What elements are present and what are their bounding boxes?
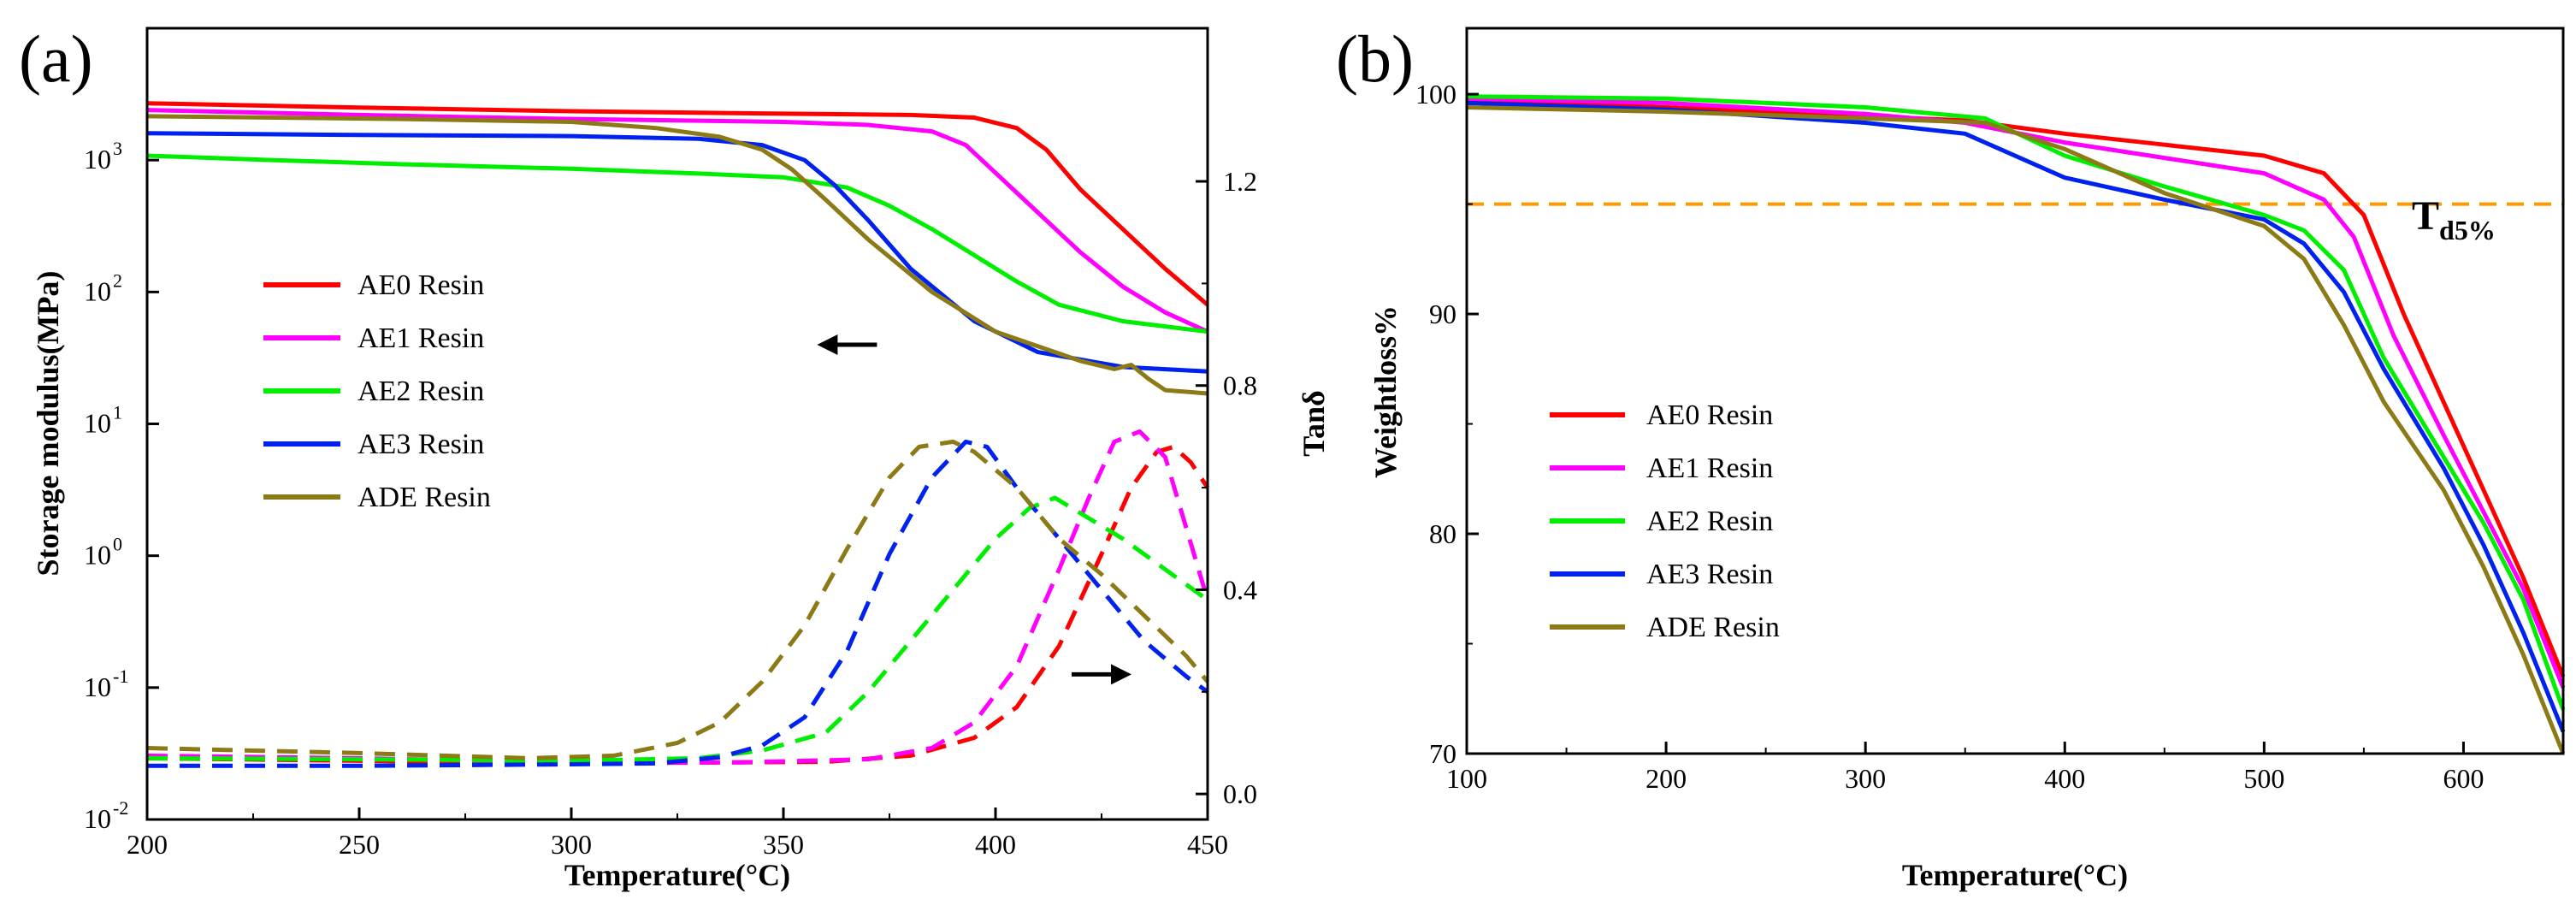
legend-label-ae0: AE0 Resin bbox=[357, 269, 484, 301]
x-tick-label: 400 bbox=[975, 829, 1016, 860]
legend-label-ae3: AE3 Resin bbox=[357, 429, 484, 460]
series-ae0-modulus-line bbox=[146, 101, 1209, 307]
legend-label-ae1: AE1 Resin bbox=[1646, 453, 1773, 484]
panel-a-label: (a) bbox=[19, 21, 93, 96]
panel-b-frame bbox=[1465, 27, 2565, 755]
y-right-tick-label: 0.8 bbox=[1223, 370, 1257, 401]
legend-label-ae0: AE0 Resin bbox=[1646, 399, 1773, 431]
y-left-tick-label: 10 bbox=[84, 144, 111, 175]
panel-a-lines bbox=[146, 101, 1210, 768]
panel-a-ylabel-right: Tanδ bbox=[1297, 390, 1331, 456]
y-right-tick-label: 1.2 bbox=[1223, 166, 1257, 197]
y-right-tick-label: 0.4 bbox=[1223, 574, 1257, 605]
x-tick-label: 600 bbox=[2443, 763, 2484, 794]
arrow-right-head bbox=[1111, 664, 1131, 685]
legend-label-ae1: AE1 Resin bbox=[357, 322, 484, 354]
panel-b: (b) 100 200 300 400 500 600 70 80 90 100 Td5% Tem… bbox=[1336, 21, 2566, 892]
x-tick-label: 500 bbox=[2243, 763, 2284, 794]
legend-label-ade: ADE Resin bbox=[357, 482, 491, 513]
x-tick-label: 100 bbox=[1446, 763, 1487, 794]
panel-a-xlabel: Temperature(°C) bbox=[564, 858, 790, 892]
x-tick-label: 250 bbox=[339, 829, 380, 860]
y-left-tick-exponent: -1 bbox=[113, 666, 128, 687]
y-left-tick-exponent: 0 bbox=[113, 534, 122, 555]
series-ae3-tga-line bbox=[1466, 100, 2566, 733]
panel-a-arrows bbox=[817, 334, 1131, 685]
y-left-tick-label: 10 bbox=[84, 803, 111, 834]
x-tick-label: 450 bbox=[1187, 829, 1228, 860]
series-ae1-tand-line bbox=[146, 429, 1210, 765]
series-ade-modulus-line bbox=[146, 114, 1208, 396]
y-tick-label: 70 bbox=[1429, 738, 1456, 769]
panel-b-ylabel: Weightloss% bbox=[1368, 305, 1403, 478]
x-tick-label: 400 bbox=[2044, 763, 2085, 794]
td5-label: Td5% bbox=[2412, 193, 2496, 245]
panel-b-label: (b) bbox=[1336, 21, 1414, 96]
y-left-tick-label: 10 bbox=[84, 275, 111, 306]
panel-a-ylabel-left: Storage modulus(MPa) bbox=[31, 271, 65, 577]
y-left-tick-exponent: 2 bbox=[113, 269, 122, 291]
x-tick-label: 200 bbox=[1645, 763, 1687, 794]
panel-b-xlabel: Temperature(°C) bbox=[1902, 858, 2128, 892]
series-ae3-tand-line bbox=[147, 439, 1209, 768]
y-tick-label: 100 bbox=[1415, 79, 1456, 109]
y-right-tick-label: 0.0 bbox=[1223, 778, 1257, 809]
y-left-tick-label: 10 bbox=[84, 671, 111, 702]
series-ae0-tga-line bbox=[1466, 98, 2566, 678]
y-left-tick-exponent: 3 bbox=[113, 138, 122, 159]
y-left-tick-exponent: 1 bbox=[113, 402, 122, 423]
y-left-tick-label: 10 bbox=[84, 408, 111, 439]
series-ae2-tga-line bbox=[1466, 94, 2566, 711]
y-left-tick-exponent: -2 bbox=[113, 797, 128, 819]
series-ae1-tga-line bbox=[1466, 96, 2566, 689]
legend-label-ade: ADE Resin bbox=[1646, 612, 1780, 643]
series-ae2-modulus-line bbox=[146, 153, 1208, 334]
legend-label-ae2: AE2 Resin bbox=[1646, 506, 1773, 537]
x-tick-label: 200 bbox=[127, 829, 168, 860]
series-ade-tga-line bbox=[1466, 105, 2566, 754]
legend-label-ae2: AE2 Resin bbox=[357, 376, 484, 407]
y-left-tick-label: 10 bbox=[84, 540, 111, 571]
arrow-left-head bbox=[817, 334, 838, 355]
panel-a-legend: AE0 Resin AE1 Resin AE2 Resin AE3 Resin ADE … bbox=[263, 269, 491, 513]
series-ae3-modulus-line bbox=[146, 131, 1208, 374]
panel-b-lines bbox=[1466, 94, 2566, 754]
panel-b-ticks: 100 200 300 400 500 600 70 80 90 100 bbox=[1415, 79, 2484, 794]
x-tick-label: 300 bbox=[551, 829, 592, 860]
x-tick-label: 300 bbox=[1845, 763, 1886, 794]
panel-a-frame bbox=[145, 27, 1209, 821]
series-ae2-tand-line bbox=[146, 495, 1209, 763]
series-ae1-modulus-line bbox=[146, 108, 1209, 334]
y-tick-label: 80 bbox=[1429, 518, 1456, 549]
series-ae0-tand-line bbox=[146, 444, 1210, 766]
x-tick-label: 350 bbox=[763, 829, 804, 860]
y-tick-label: 90 bbox=[1429, 299, 1456, 329]
panel-b-legend: AE0 Resin AE1 Resin AE2 Resin AE3 Resin ADE … bbox=[1550, 399, 1780, 643]
series-ade-tand-line bbox=[146, 439, 1209, 760]
legend-label-ae3: AE3 Resin bbox=[1646, 559, 1773, 590]
